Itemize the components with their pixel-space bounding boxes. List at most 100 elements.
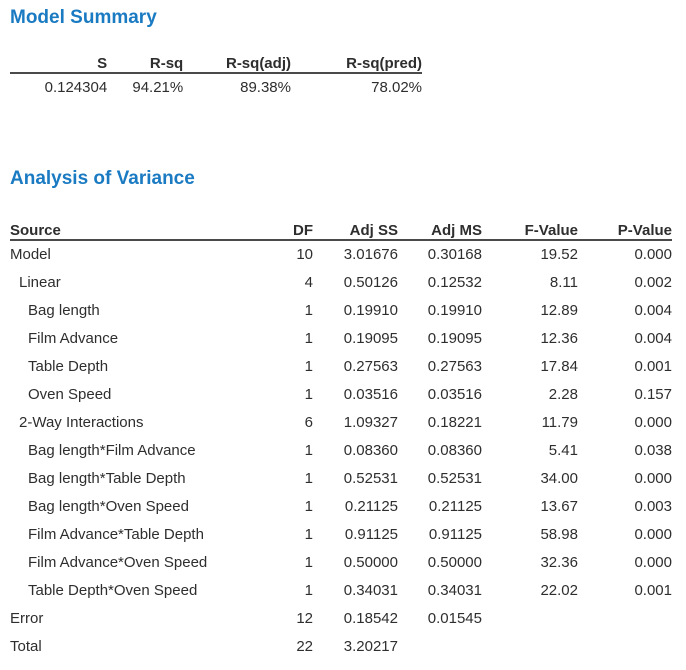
f-value-cell xyxy=(482,632,578,660)
f-value-cell: 11.79 xyxy=(541,413,578,431)
anova-row: Film Advance*Oven Speed 1 0.50000 0.5000… xyxy=(10,548,672,576)
source-cell: Table Depth xyxy=(28,357,109,375)
source-cell: Film Advance xyxy=(28,329,119,347)
p-value-cell: 0.004 xyxy=(634,301,672,319)
source-cell: Linear xyxy=(19,273,61,291)
anova-header-source: Source xyxy=(10,214,255,241)
f-value-cell: 17.84 xyxy=(540,357,578,375)
adj-ms-cell: 0.03516 xyxy=(427,385,482,403)
p-value-cell: 0.000 xyxy=(634,553,672,571)
model-summary-title: Model Summary xyxy=(10,7,157,28)
anova-row: Film Advance*Table Depth 1 0.91125 0.911… xyxy=(10,520,672,548)
p-value-cell: 0.000 xyxy=(634,246,672,263)
model-summary-header-s: S xyxy=(10,49,108,74)
adj-ss-cell: 0.08360 xyxy=(343,441,398,459)
df-cell: 1 xyxy=(304,357,313,375)
adj-ss-cell: 1.09327 xyxy=(343,413,398,431)
adj-ms-cell: 0.19095 xyxy=(427,329,482,347)
model-summary-header-rsqpred: R-sq(pred) xyxy=(290,49,422,74)
anova-row: Table Depth 1 0.27563 0.27563 17.84 0.00… xyxy=(10,352,672,380)
f-value-cell xyxy=(482,604,578,632)
df-cell: 10 xyxy=(296,246,313,263)
adj-ms-cell: 0.18221 xyxy=(427,413,482,431)
model-summary-header-rsqadj: R-sq(adj) xyxy=(183,49,291,74)
adj-ms-cell: 0.50000 xyxy=(427,553,482,571)
source-cell: 2-Way Interactions xyxy=(19,413,144,431)
source-cell: Bag length*Table Depth xyxy=(28,469,186,487)
df-cell: 12 xyxy=(296,609,313,627)
adj-ms-cell: 0.19910 xyxy=(427,301,482,319)
adj-ss-cell: 0.19910 xyxy=(343,301,398,319)
model-summary-header-rsq: R-sq xyxy=(107,49,184,74)
anova-table-body: Model 10 3.01676 0.30168 19.52 0.000 Lin… xyxy=(10,240,672,660)
anova-row: Oven Speed 1 0.03516 0.03516 2.28 0.157 xyxy=(10,380,672,408)
anova-header-adj-ms: Adj MS xyxy=(398,214,482,241)
adj-ss-cell: 0.50000 xyxy=(343,553,398,571)
adj-ss-cell: 3.20217 xyxy=(343,637,398,655)
f-value-cell: 5.41 xyxy=(548,441,578,459)
anova-row: Film Advance 1 0.19095 0.19095 12.36 0.0… xyxy=(10,324,672,352)
df-cell: 22 xyxy=(296,637,313,655)
anova-row: Bag length*Table Depth 1 0.52531 0.52531… xyxy=(10,464,672,492)
f-value-cell: 19.52 xyxy=(540,246,578,263)
source-cell: Total xyxy=(10,637,42,655)
anova-row: Table Depth*Oven Speed 1 0.34031 0.34031… xyxy=(10,576,672,604)
anova-row: Bag length*Film Advance 1 0.08360 0.0836… xyxy=(10,436,672,464)
source-cell: Bag length xyxy=(28,301,100,319)
df-cell: 1 xyxy=(304,441,313,459)
df-cell: 6 xyxy=(304,413,313,431)
p-value-cell: 0.004 xyxy=(634,329,672,347)
p-value-cell: 0.002 xyxy=(634,273,672,291)
model-summary-value-s: 0.124304 xyxy=(44,78,108,96)
anova-row: Error 12 0.18542 0.01545 xyxy=(10,604,672,632)
source-cell: Bag length*Film Advance xyxy=(28,441,196,459)
df-cell: 1 xyxy=(304,385,313,403)
adj-ss-cell: 0.03516 xyxy=(343,385,398,403)
df-cell: 1 xyxy=(304,525,313,543)
adj-ms-cell: 0.34031 xyxy=(427,581,482,599)
anova-row: 2-Way Interactions 6 1.09327 0.18221 11.… xyxy=(10,408,672,436)
model-summary-value-rsq: 94.21% xyxy=(132,78,184,96)
f-value-cell: 12.36 xyxy=(540,329,578,347)
source-cell: Oven Speed xyxy=(28,385,112,403)
anova-header-adj-ss: Adj SS xyxy=(313,214,398,241)
p-value-cell: 0.157 xyxy=(634,385,672,403)
adj-ss-cell: 0.91125 xyxy=(344,525,398,543)
f-value-cell: 8.11 xyxy=(549,273,578,291)
source-cell: Model xyxy=(10,246,51,263)
p-value-cell: 0.003 xyxy=(634,497,672,515)
df-cell: 1 xyxy=(304,581,313,599)
p-value-cell: 0.000 xyxy=(634,413,672,431)
adj-ss-cell: 0.50126 xyxy=(343,273,398,291)
df-cell: 1 xyxy=(304,469,313,487)
df-cell: 1 xyxy=(304,497,313,515)
adj-ss-cell: 0.52531 xyxy=(343,469,398,487)
f-value-cell: 34.00 xyxy=(540,469,578,487)
f-value-cell: 13.67 xyxy=(540,497,578,515)
p-value-cell: 0.000 xyxy=(634,525,672,543)
anova-title: Analysis of Variance xyxy=(10,168,195,189)
anova-header-p-value: P-Value xyxy=(578,214,672,241)
p-value-cell: 0.038 xyxy=(634,441,672,459)
anova-row: Bag length 1 0.19910 0.19910 12.89 0.004 xyxy=(10,296,672,324)
source-cell: Film Advance*Table Depth xyxy=(28,525,204,543)
anova-row: Linear 4 0.50126 0.12532 8.11 0.002 xyxy=(10,268,672,296)
source-cell: Bag length*Oven Speed xyxy=(28,497,189,515)
model-summary-value-rsqpred: 78.02% xyxy=(371,78,422,96)
adj-ss-cell: 0.19095 xyxy=(343,329,398,347)
p-value-cell: 0.000 xyxy=(634,469,672,487)
adj-ss-cell: 0.18542 xyxy=(343,609,398,627)
adj-ms-cell: 0.12532 xyxy=(427,273,482,291)
adj-ms-cell: 0.52531 xyxy=(427,469,482,487)
df-cell: 1 xyxy=(304,329,313,347)
adj-ss-cell: 0.21125 xyxy=(344,497,398,515)
model-summary-value-row: 0.124304 94.21% 89.38% 78.02% xyxy=(10,73,422,100)
adj-ms-cell: 0.91125 xyxy=(428,525,482,543)
f-value-cell: 2.28 xyxy=(548,385,578,403)
df-cell: 1 xyxy=(304,553,313,571)
model-summary-table: S R-sq R-sq(adj) R-sq(pred) 0.124304 94.… xyxy=(10,49,422,100)
model-summary-value-rsqadj: 89.38% xyxy=(240,78,291,96)
model-summary-header-row: S R-sq R-sq(adj) R-sq(pred) xyxy=(10,49,422,74)
f-value-cell: 58.98 xyxy=(540,525,578,543)
anova-header-row: Source DF Adj SS Adj MS F-Value P-Value xyxy=(10,214,672,241)
